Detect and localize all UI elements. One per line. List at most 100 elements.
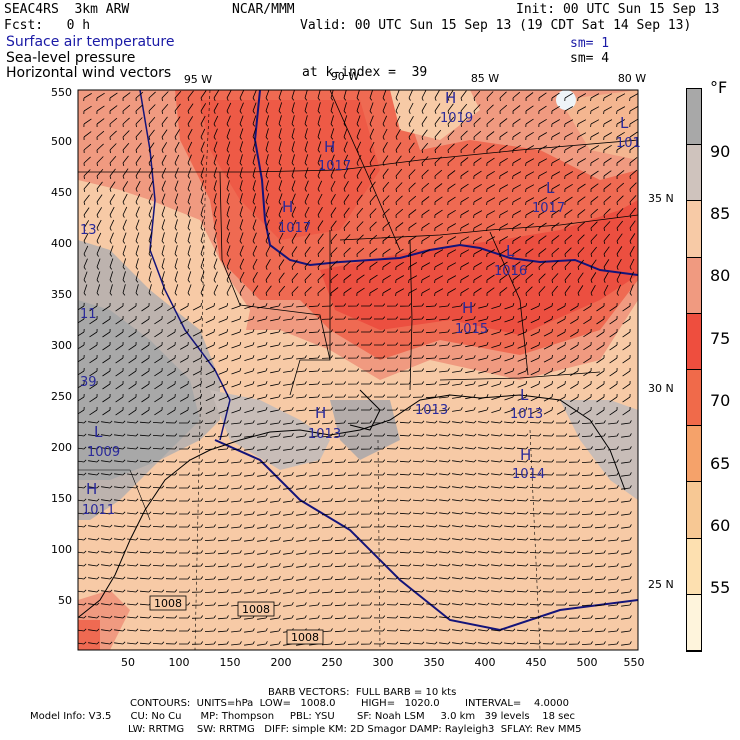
wind-barb <box>114 420 126 424</box>
wind-barb <box>187 258 191 270</box>
wind-barb <box>114 563 126 567</box>
wind-barb <box>360 420 373 424</box>
wind-barb <box>556 393 566 402</box>
wind-barb <box>334 446 346 451</box>
wind-barb <box>165 550 178 554</box>
wind-barb <box>465 550 477 554</box>
wind-barb <box>226 141 231 153</box>
wind-barb <box>426 628 438 632</box>
wind-barb <box>538 235 547 244</box>
wind-barb <box>283 615 294 620</box>
wind-barb <box>499 236 508 245</box>
wind-barb <box>621 459 632 464</box>
wind-barb <box>439 498 451 502</box>
wind-barb <box>265 285 272 297</box>
wind-barb <box>564 196 573 206</box>
wind-barb <box>629 157 638 167</box>
wind-barb <box>538 209 547 219</box>
wind-barb <box>109 194 116 205</box>
model-title: SEAC4RS 3km ARW <box>4 2 130 17</box>
wind-barb <box>317 207 323 218</box>
wind-barb <box>460 196 469 206</box>
wind-barb <box>577 272 584 284</box>
wind-barb <box>452 446 464 450</box>
wind-barb <box>135 284 139 296</box>
wind-barb <box>283 602 294 607</box>
wind-barb <box>460 236 470 245</box>
wind-barb <box>291 167 296 179</box>
wind-barb <box>568 641 581 645</box>
wind-barb <box>141 406 150 416</box>
wind-barb <box>152 472 165 476</box>
wind-barb <box>321 394 333 398</box>
wind-barb <box>278 232 284 244</box>
wind-barb <box>309 459 320 464</box>
wind-barb <box>291 102 295 114</box>
wind-barb <box>115 302 124 312</box>
wind-barb <box>525 105 534 114</box>
wind-barb <box>114 576 126 580</box>
wind-barb <box>499 210 509 219</box>
wind-barb <box>382 102 387 114</box>
wind-barb <box>356 154 362 166</box>
wind-barb <box>270 472 281 477</box>
wind-barb <box>148 219 153 231</box>
wind-barb <box>334 433 346 438</box>
wind-barb <box>421 90 427 101</box>
wind-barb <box>109 219 115 231</box>
wind-barb <box>486 157 495 167</box>
wind-barb <box>360 628 373 632</box>
wind-barb <box>191 446 204 450</box>
wind-barb <box>213 219 217 231</box>
wind-barb <box>616 195 624 206</box>
valid-time: Valid: 00 UTC Sun 15 Sep 13 (19 CDT Sat … <box>300 18 692 33</box>
wind-barb <box>581 641 593 645</box>
wind-barb <box>179 628 191 632</box>
wind-barb <box>114 602 126 606</box>
wind-barb <box>334 459 346 464</box>
wind-barb <box>499 91 507 102</box>
wind-barb <box>543 367 553 376</box>
wind-barb <box>516 446 529 450</box>
wind-barb <box>270 316 281 322</box>
x-tick-label: 250 <box>322 656 343 669</box>
wind-barb <box>244 420 255 425</box>
wind-barb <box>439 381 450 386</box>
wind-barb <box>244 446 255 451</box>
wind-barb <box>83 105 92 115</box>
wind-barb <box>139 459 152 463</box>
wind-barb <box>399 381 412 385</box>
wind-barb <box>412 511 425 515</box>
wind-barb <box>568 628 581 632</box>
wind-barb <box>213 206 217 218</box>
wind-barb <box>504 628 516 632</box>
wind-barb <box>304 167 309 179</box>
y-tick-label: 400 <box>51 237 72 250</box>
wind-barb <box>452 511 464 515</box>
wind-barb <box>412 485 425 489</box>
wind-barb <box>621 589 632 594</box>
wind-barb <box>386 485 399 489</box>
colorbar <box>686 88 702 652</box>
wind-barb <box>226 193 230 205</box>
wind-barb <box>408 90 414 101</box>
wind-barb <box>334 303 347 307</box>
wind-barb <box>465 394 476 400</box>
wind-barb <box>369 261 378 270</box>
wind-barb <box>127 576 139 580</box>
wind-barb <box>556 446 568 450</box>
wind-barb <box>192 406 202 415</box>
wind-barb <box>382 288 391 297</box>
wind-barb <box>135 245 140 257</box>
wind-barb <box>564 119 574 128</box>
wind-barb <box>191 459 204 463</box>
wind-barb <box>465 628 477 632</box>
wind-barb <box>399 368 412 372</box>
wind-barb <box>217 641 229 646</box>
wind-barb <box>244 394 255 400</box>
wind-barb <box>330 247 338 257</box>
wind-barb <box>187 206 191 218</box>
wind-barb <box>542 550 555 554</box>
wind-barb <box>165 446 178 450</box>
wind-barb <box>356 90 360 101</box>
